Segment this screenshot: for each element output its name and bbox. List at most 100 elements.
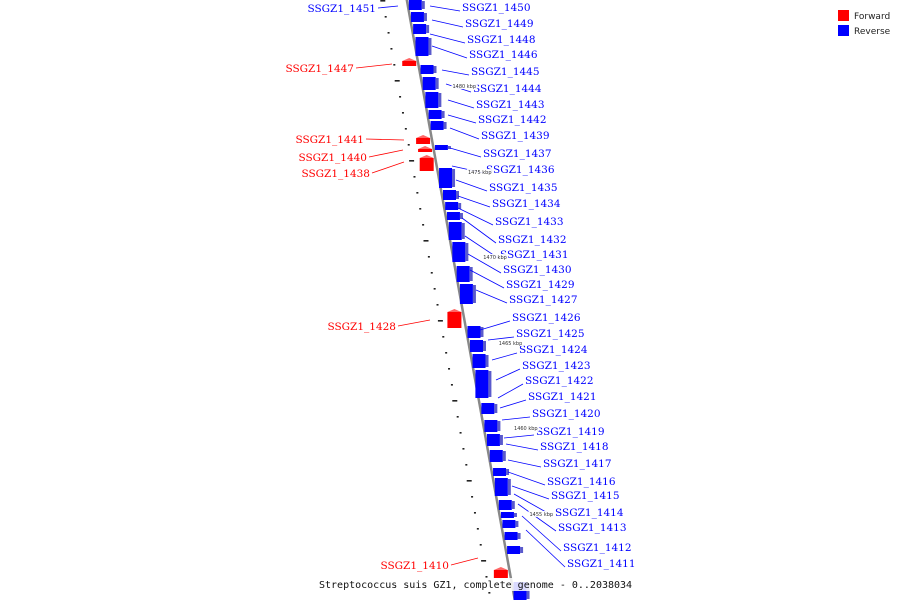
tick-mark bbox=[409, 160, 415, 162]
reverse-label-leader bbox=[455, 179, 488, 192]
tick-mark bbox=[390, 48, 393, 50]
reverse-gene-block-shade bbox=[513, 513, 517, 517]
reverse-label-leader bbox=[497, 383, 524, 399]
reverse-label-leader bbox=[441, 69, 470, 76]
tick-mark bbox=[437, 320, 443, 322]
tick-mark bbox=[433, 288, 436, 290]
tick-mark bbox=[416, 192, 419, 194]
reverse-gene-block bbox=[475, 370, 489, 398]
reverse-gene-block bbox=[500, 512, 514, 518]
scale-tick-label: 1470 kbp bbox=[483, 255, 507, 261]
reverse-gene-label: SSGZ1_1413 bbox=[558, 522, 627, 534]
reverse-gene-block-shade bbox=[507, 479, 511, 495]
reverse-label-leader bbox=[521, 515, 562, 552]
tick-mark bbox=[401, 112, 404, 114]
forward-gene-block-cap bbox=[447, 309, 462, 312]
forward-gene-block bbox=[418, 149, 433, 152]
tick-mark bbox=[442, 336, 445, 338]
scale-tick-label: 1465 kbp bbox=[499, 341, 523, 347]
reverse-gene-block bbox=[470, 340, 483, 352]
scale-label-bg bbox=[451, 83, 478, 89]
reverse-label-leader bbox=[449, 127, 480, 140]
reverse-label-leader bbox=[479, 320, 511, 331]
scale-tick-label: 1460 kbp bbox=[514, 426, 538, 432]
tick-mark bbox=[445, 352, 448, 354]
scale-label-bg bbox=[482, 254, 509, 260]
reverse-label-leader bbox=[503, 434, 535, 439]
reverse-gene-label: SSGZ1_1414 bbox=[555, 507, 624, 519]
reverse-gene-block-shade bbox=[520, 547, 524, 553]
reverse-gene-label: SSGZ1_1432 bbox=[498, 234, 567, 246]
reverse-gene-block bbox=[502, 520, 516, 528]
reverse-gene-block-shade bbox=[433, 66, 437, 73]
reverse-label-leader bbox=[429, 33, 466, 44]
reverse-gene-label: SSGZ1_1424 bbox=[519, 344, 588, 356]
scale-label-bg bbox=[528, 511, 555, 517]
tick-mark bbox=[427, 256, 430, 258]
reverse-gene-label: SSGZ1_1445 bbox=[471, 66, 540, 78]
tick-mark bbox=[471, 496, 474, 498]
tick-mark bbox=[466, 480, 472, 482]
tick-marks bbox=[380, 0, 491, 594]
reverse-label-leader bbox=[431, 45, 468, 59]
reverse-gene-block bbox=[422, 77, 436, 90]
tick-mark bbox=[481, 560, 487, 562]
reverse-gene-label: SSGZ1_1431 bbox=[500, 249, 569, 261]
tick-mark bbox=[465, 464, 468, 466]
reverse-gene-block bbox=[456, 266, 470, 282]
reverse-gene-block-shade bbox=[438, 93, 442, 107]
forward-gene-block-cap bbox=[418, 146, 433, 149]
tick-mark bbox=[459, 432, 462, 434]
forward-label-leader bbox=[365, 138, 405, 141]
reverse-gene-label: SSGZ1_1418 bbox=[540, 441, 609, 453]
reverse-gene-label: SSGZ1_1442 bbox=[478, 114, 547, 126]
reverse-gene-label: SSGZ1_1420 bbox=[532, 408, 601, 420]
reverse-label-leader bbox=[457, 195, 491, 208]
reverse-gene-label: SSGZ1_1430 bbox=[503, 264, 572, 276]
reverse-label-leader bbox=[377, 5, 399, 9]
forward-gene-block bbox=[447, 312, 462, 328]
forward-label-leader bbox=[450, 557, 479, 566]
caption: Streptococcus suis GZ1, complete genome … bbox=[317, 578, 632, 591]
reverse-gene-label: SSGZ1_1427 bbox=[509, 294, 578, 306]
reverse-gene-block-shade bbox=[499, 435, 503, 445]
forward-gene-block bbox=[419, 158, 434, 171]
reverse-gene-block-shade bbox=[497, 421, 501, 431]
caption-text: Streptococcus suis GZ1, complete genome … bbox=[319, 580, 632, 591]
reverse-gene-block-shade bbox=[447, 146, 451, 149]
reverse-gene-block bbox=[415, 37, 429, 56]
tick-mark bbox=[462, 448, 465, 450]
reverse-gene-label: SSGZ1_1417 bbox=[543, 458, 612, 470]
forward-gene-block-cap bbox=[402, 58, 417, 61]
reverse-gene-block bbox=[489, 450, 503, 462]
reverse-gene-block bbox=[452, 242, 466, 262]
tick-mark bbox=[488, 592, 491, 594]
reverse-gene-label: SSGZ1_1449 bbox=[465, 18, 534, 30]
scale-label-bg bbox=[497, 340, 524, 346]
tick-mark bbox=[380, 0, 386, 2]
reverse-gene-block bbox=[446, 212, 460, 220]
tick-mark bbox=[450, 384, 453, 386]
reverse-gene-label: SSGZ1_1415 bbox=[551, 490, 620, 502]
forward-gene-label: SSGZ1_1447 bbox=[285, 63, 354, 75]
reverse-gene-block-shade bbox=[483, 341, 486, 351]
scale-ticks: 1480 kbp 1475 kbp 1470 kbp 1465 kbp 1460 kbp… bbox=[451, 83, 555, 518]
reverse-gene-label: SSGZ1_1419 bbox=[536, 426, 605, 438]
reverse-gene-label: SSGZ1_1434 bbox=[492, 198, 561, 210]
tick-mark bbox=[404, 128, 407, 130]
reverse-gene-block-shade bbox=[502, 451, 506, 461]
reverse-label-leader bbox=[495, 368, 521, 381]
reverse-gene-block-shade bbox=[506, 469, 510, 475]
reverse-gene-block-shade bbox=[515, 521, 519, 527]
forward-label-leader bbox=[371, 161, 405, 174]
reverse-gene-block bbox=[498, 500, 512, 510]
tick-mark bbox=[476, 528, 479, 530]
forward-gene-block-cap bbox=[419, 155, 434, 158]
tick-mark bbox=[393, 64, 396, 66]
scale-label-bg bbox=[513, 425, 540, 431]
reverse-gene-block bbox=[430, 121, 444, 130]
tick-mark bbox=[407, 144, 410, 146]
reverse-label-leader bbox=[505, 443, 539, 451]
reverse-gene-block-shade bbox=[443, 122, 447, 129]
